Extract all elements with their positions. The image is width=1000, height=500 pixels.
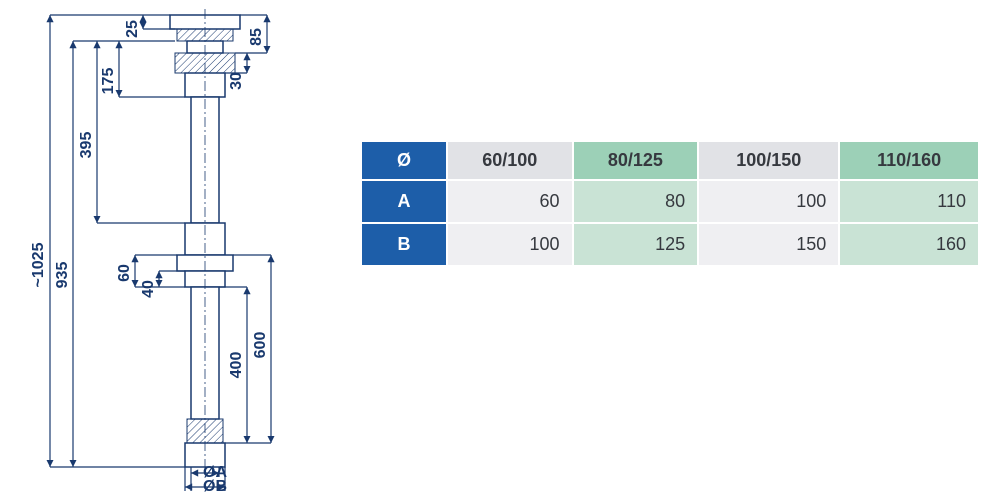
- dim-175: 175: [100, 68, 117, 95]
- cell-B-0: 100: [448, 224, 572, 265]
- cell-B-3: 160: [840, 224, 978, 265]
- header-col-2: 100/150: [699, 142, 838, 179]
- cell-A-3: 110: [840, 181, 978, 222]
- dim-40: 40: [140, 280, 157, 298]
- cell-B-2: 150: [699, 224, 838, 265]
- cell-B-1: 125: [574, 224, 698, 265]
- cell-A-2: 100: [699, 181, 838, 222]
- dim-400: 400: [228, 352, 245, 379]
- dim-395: 395: [78, 132, 95, 159]
- dim-25: 25: [124, 20, 141, 38]
- cell-A-1: 80: [574, 181, 698, 222]
- size-table: Ø60/10080/125100/150110/160A6080100110B1…: [360, 140, 980, 267]
- row-label-A: A: [362, 181, 446, 222]
- header-col-1: 80/125: [574, 142, 698, 179]
- dim-85: 85: [248, 28, 265, 46]
- dim-935: 935: [54, 262, 71, 289]
- header-col-0: 60/100: [448, 142, 572, 179]
- row-label-B: B: [362, 224, 446, 265]
- header-col-3: 110/160: [840, 142, 978, 179]
- dim-30: 30: [228, 72, 245, 90]
- header-diameter-symbol: Ø: [362, 142, 446, 179]
- dim-60: 60: [116, 264, 133, 282]
- dim-1025: ~1025: [30, 242, 47, 287]
- cell-A-0: 60: [448, 181, 572, 222]
- technical-drawing: ~1025 935 395 175: [15, 5, 315, 495]
- dim-dia-b: ØB: [203, 478, 227, 495]
- dim-600: 600: [252, 332, 269, 359]
